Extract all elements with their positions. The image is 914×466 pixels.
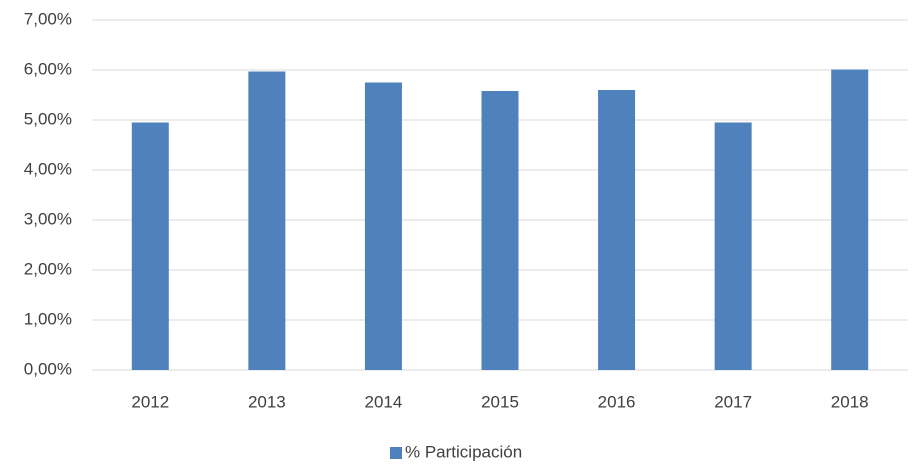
x-tick-label: 2018 [831, 392, 869, 411]
x-tick-label: 2016 [598, 392, 636, 411]
x-tick-label: 2013 [248, 392, 286, 411]
y-tick-label: 6,00% [24, 59, 72, 78]
y-tick-label: 7,00% [24, 9, 72, 28]
y-tick-label: 0,00% [24, 359, 72, 378]
bar [131, 122, 169, 370]
x-tick-label: 2012 [131, 392, 169, 411]
x-tick-label: 2014 [365, 392, 403, 411]
y-tick-label: 1,00% [24, 309, 72, 328]
bar [714, 122, 752, 370]
y-tick-label: 3,00% [24, 209, 72, 228]
bar [831, 69, 869, 370]
y-tick-label: 5,00% [24, 109, 72, 128]
legend-label: % Participación [405, 442, 522, 461]
x-tick-label: 2017 [714, 392, 752, 411]
bar [248, 71, 286, 370]
y-tick-label: 2,00% [24, 259, 72, 278]
bar [598, 90, 636, 370]
y-tick-label: 4,00% [24, 159, 72, 178]
bar [364, 82, 402, 370]
legend-swatch [390, 447, 402, 459]
bar [481, 91, 519, 370]
x-tick-label: 2015 [481, 392, 519, 411]
